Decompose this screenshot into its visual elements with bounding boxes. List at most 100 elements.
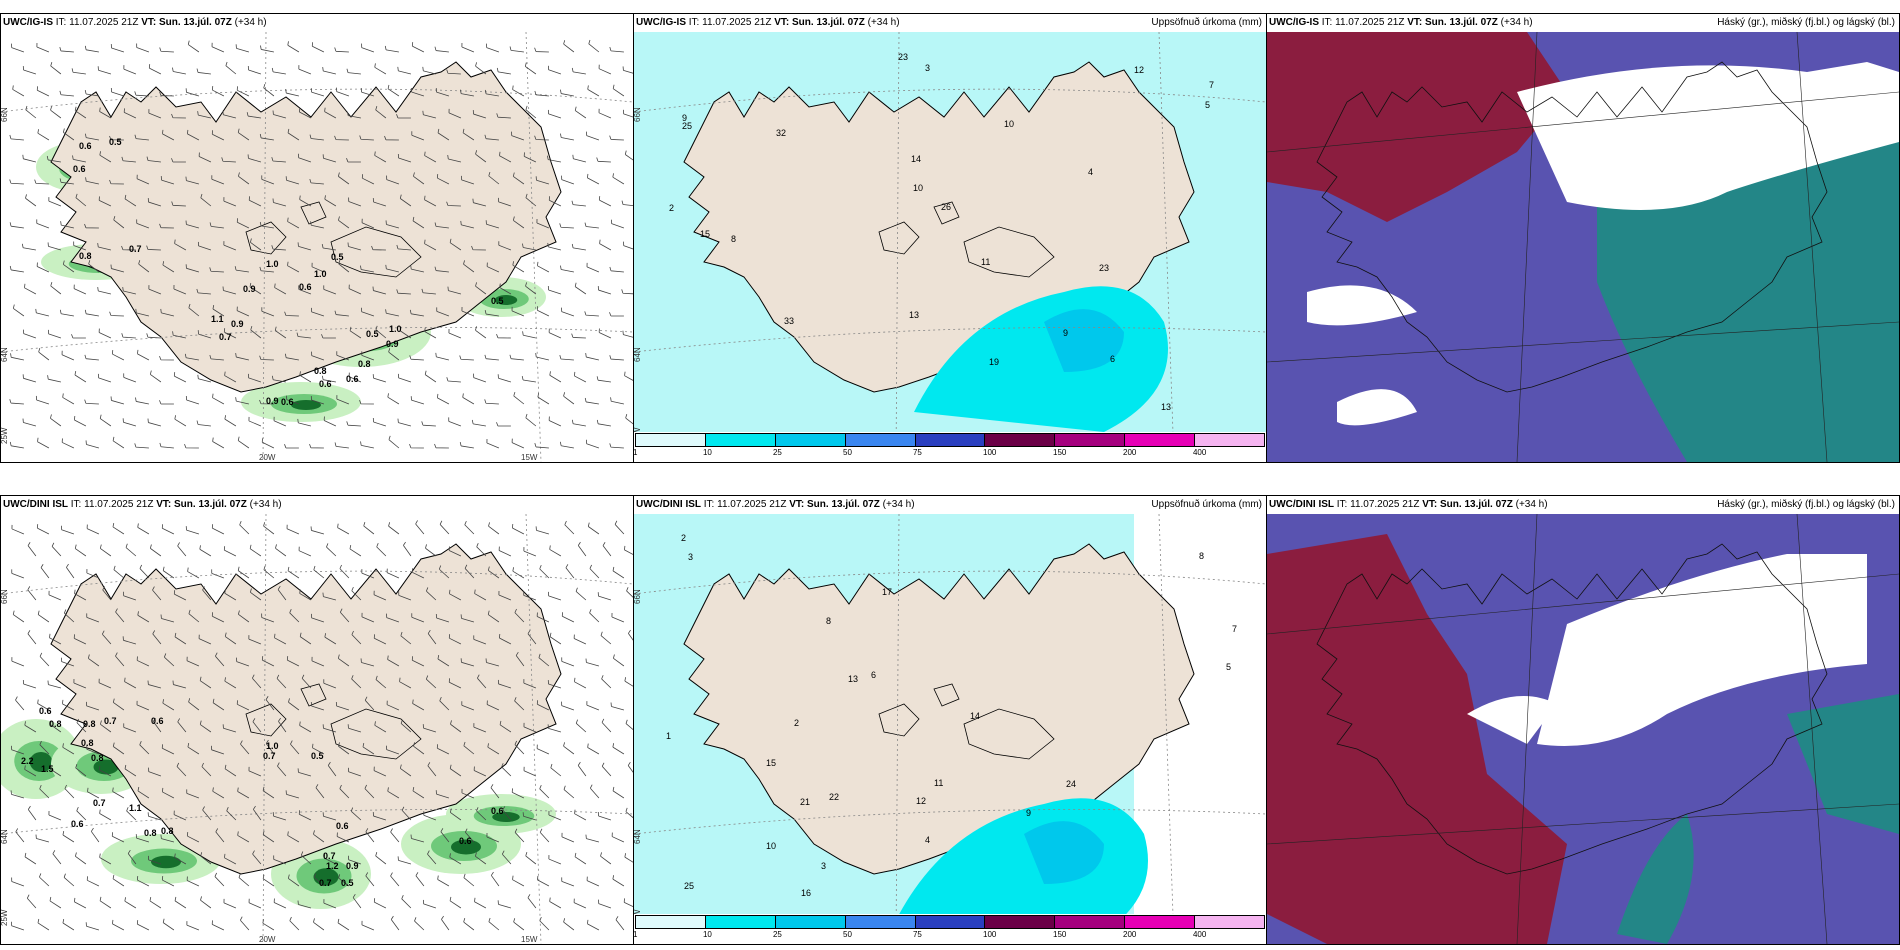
panel-title: UWC/IG-IS IT: 11.07.2025 21Z VT: Sun. 13… xyxy=(3,17,267,28)
wind-barb xyxy=(110,87,125,97)
wind-barb xyxy=(624,371,633,381)
wind-barb xyxy=(147,198,162,207)
wind-barb xyxy=(11,745,25,755)
wind-barb xyxy=(224,764,237,777)
wind-barb xyxy=(159,47,174,53)
wind-barb xyxy=(84,223,99,229)
wind-barb xyxy=(624,677,633,687)
wind-barb xyxy=(261,613,275,623)
wind-barb xyxy=(174,415,187,427)
wind-barb xyxy=(272,812,287,821)
wind-barb xyxy=(73,634,87,645)
wind-barb xyxy=(361,612,375,623)
axis-tick-label: 64N xyxy=(1,347,9,362)
precip-amount-label: 25 xyxy=(682,121,692,131)
wind-barb xyxy=(199,545,212,557)
wind-barb xyxy=(434,266,449,273)
wind-barb xyxy=(484,399,499,405)
colorbar-segment xyxy=(705,916,776,928)
wind-barb xyxy=(548,855,562,865)
colorbar-segment xyxy=(845,916,916,928)
wind-barb xyxy=(396,289,411,295)
wind-barb xyxy=(573,898,587,909)
wind-barb xyxy=(474,589,487,601)
wind-barb xyxy=(136,174,150,185)
wind-barb xyxy=(463,873,475,887)
wind-barb xyxy=(10,790,25,799)
wind-barb xyxy=(364,784,375,799)
wind-barb xyxy=(523,152,537,163)
wind-barb xyxy=(37,918,50,931)
colorbar-tick-label: 1 xyxy=(633,448,638,457)
wind-field-dark xyxy=(451,839,481,855)
wind-barb xyxy=(73,415,87,427)
wind-barb xyxy=(15,696,25,711)
wind-barb xyxy=(597,812,612,821)
wind-barb xyxy=(609,312,624,317)
wind-barb xyxy=(147,812,162,821)
wind-barb xyxy=(249,544,262,557)
wind-barb xyxy=(209,354,224,361)
glacier-outline xyxy=(300,683,327,707)
wind-barb xyxy=(559,223,574,229)
panel-title: UWC/IG-IS IT: 11.07.2025 21Z VT: Sun. 13… xyxy=(1269,17,1533,28)
wind-barb xyxy=(125,543,137,557)
wind-barb xyxy=(461,306,475,317)
wind-barb xyxy=(522,812,537,821)
wind-barb xyxy=(486,700,500,711)
wind-barb xyxy=(63,609,75,623)
precip-amount-label: 1 xyxy=(666,731,671,741)
wind-barb xyxy=(121,156,136,163)
wind-barb xyxy=(224,415,237,427)
wind-barb xyxy=(215,652,225,667)
colorbar-segment xyxy=(775,434,846,446)
wind-barb xyxy=(237,436,250,449)
wind-barb xyxy=(612,84,625,97)
wind-barb xyxy=(375,675,387,689)
wind-barb xyxy=(121,333,136,339)
wind-barb xyxy=(287,128,300,141)
wind-barb xyxy=(514,740,525,755)
wind-barb xyxy=(289,916,300,931)
wind-barb xyxy=(196,420,211,427)
wind-barb xyxy=(212,437,225,449)
wind-barb xyxy=(222,286,237,295)
wind-barb xyxy=(185,176,200,185)
wind-barb xyxy=(525,851,537,865)
wind-barb xyxy=(537,875,550,887)
wind-value-label: 0.5 xyxy=(331,252,344,262)
wind-barb xyxy=(411,568,425,579)
wind-barb xyxy=(174,853,187,865)
wind-barb xyxy=(524,62,537,75)
wind-value-label: 0.9 xyxy=(346,861,359,871)
precip-colorbar: 1 10 25 50 75 100 150 200 400 xyxy=(634,915,1265,943)
wind-barb xyxy=(386,613,400,623)
wind-barb xyxy=(534,90,549,97)
wind-barb xyxy=(621,200,633,207)
wind-barb xyxy=(550,763,562,777)
wind-barb xyxy=(536,744,550,755)
axis-tick-label: 66N xyxy=(634,589,642,604)
wind-barb xyxy=(136,219,150,229)
wind-barb xyxy=(211,175,225,185)
wind-barb xyxy=(498,546,512,557)
wind-barb xyxy=(584,222,599,229)
wind-barb xyxy=(422,899,437,909)
colorbar-tick-label: 75 xyxy=(912,930,922,939)
graticule xyxy=(634,514,1266,914)
precip-amount-label: 10 xyxy=(913,183,923,193)
wind-barb xyxy=(160,308,175,317)
wind-barb xyxy=(496,113,511,119)
wind-barb xyxy=(298,153,312,163)
wind-barb xyxy=(413,172,425,185)
wind-barb xyxy=(263,84,275,97)
wind-barb xyxy=(62,743,75,755)
colorbar-scale xyxy=(635,433,1265,447)
wind-barb xyxy=(272,110,287,119)
wind-barb xyxy=(126,807,137,821)
wind-barb xyxy=(310,88,325,97)
wind-barb xyxy=(113,215,125,229)
wind-barb xyxy=(450,720,462,733)
precip-colorbar: 1 10 25 50 75 100 150 200 400 xyxy=(633,433,1265,461)
wind-barb xyxy=(446,69,461,75)
